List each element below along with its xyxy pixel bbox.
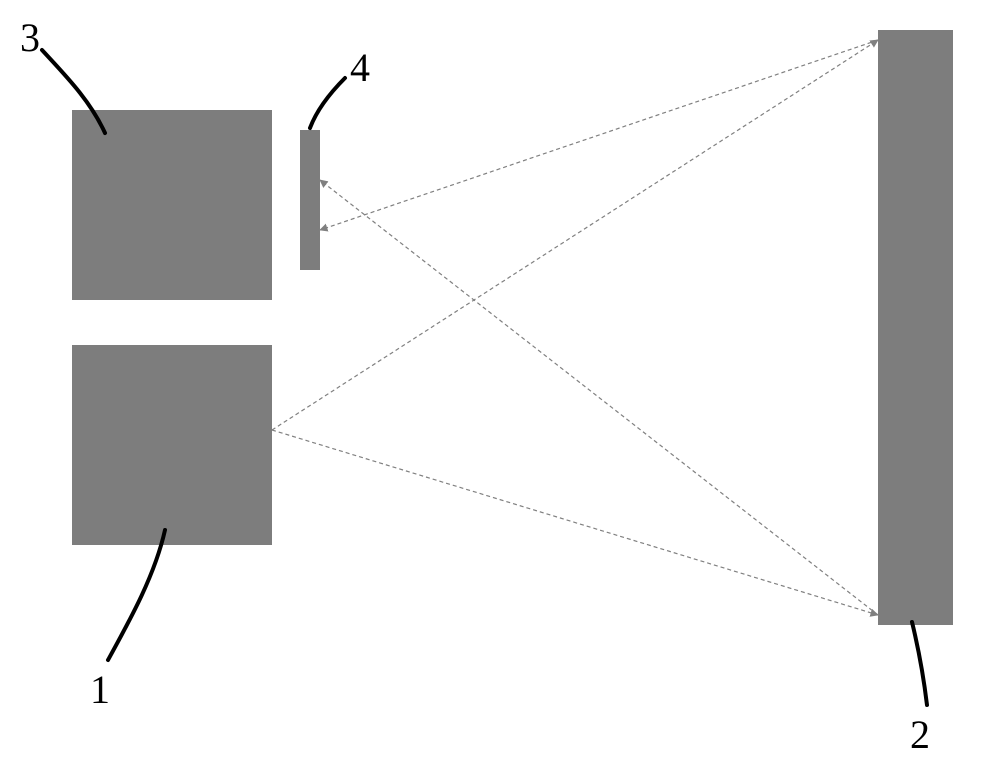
block-screen [878,30,953,625]
block-camera [72,110,272,300]
ray-refl-top [320,40,878,230]
ray-proj-top [272,40,878,430]
callout-curve-1 [108,530,165,660]
callout-curve-2 [912,622,927,705]
block-aperture [300,130,320,270]
callout-label-4: 4 [350,48,370,88]
callout-label-2: 2 [910,715,930,755]
callout-label-3: 3 [20,18,40,58]
callout-curve-4 [310,78,345,128]
ray-refl-bottom [320,180,878,615]
diagram-stage: 1 2 3 4 [0,0,1000,781]
block-projector [72,345,272,545]
callout-label-1: 1 [90,670,110,710]
ray-proj-bottom [272,430,878,615]
